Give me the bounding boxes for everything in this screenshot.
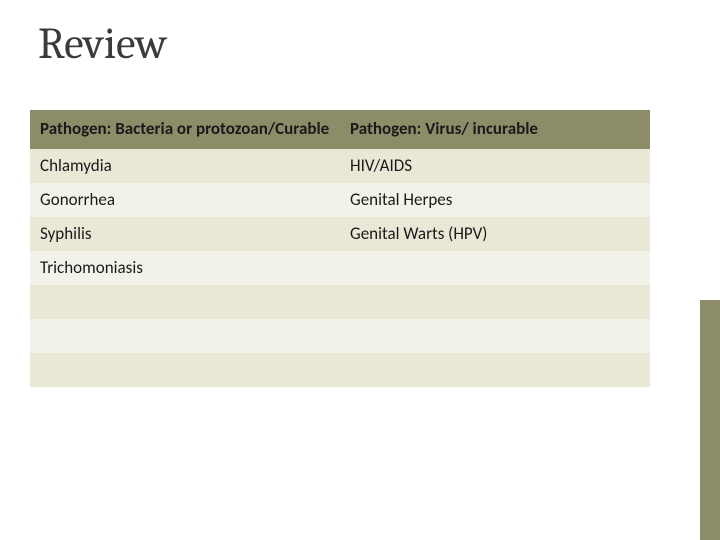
table-cell: Genital Warts (HPV) <box>340 217 650 251</box>
table-cell <box>340 353 650 387</box>
table-cell <box>30 319 340 353</box>
table-header-cell: Pathogen: Virus/ incurable <box>340 110 650 149</box>
table-cell: Chlamydia <box>30 149 340 183</box>
table-cell: Syphilis <box>30 217 340 251</box>
table-row <box>30 285 650 319</box>
table-row: Trichomoniasis <box>30 251 650 285</box>
table-row: Syphilis Genital Warts (HPV) <box>30 217 650 251</box>
side-accent-bar <box>700 300 720 540</box>
page-title: Review <box>38 18 167 69</box>
table-row: Gonorrhea Genital Herpes <box>30 183 650 217</box>
table-header-row: Pathogen: Bacteria or protozoan/Curable … <box>30 110 650 149</box>
table-cell <box>30 353 340 387</box>
table-cell: Gonorrhea <box>30 183 340 217</box>
slide: Review Pathogen: Bacteria or protozoan/C… <box>0 0 720 540</box>
table-cell <box>30 285 340 319</box>
table-cell: HIV/AIDS <box>340 149 650 183</box>
table-cell: Trichomoniasis <box>30 251 340 285</box>
table-cell <box>340 251 650 285</box>
table-cell <box>340 285 650 319</box>
table-cell: Genital Herpes <box>340 183 650 217</box>
table-row <box>30 319 650 353</box>
table-row <box>30 353 650 387</box>
review-table: Pathogen: Bacteria or protozoan/Curable … <box>30 110 650 387</box>
table-header-cell: Pathogen: Bacteria or protozoan/Curable <box>30 110 340 149</box>
table-cell <box>340 319 650 353</box>
table-row: Chlamydia HIV/AIDS <box>30 149 650 183</box>
